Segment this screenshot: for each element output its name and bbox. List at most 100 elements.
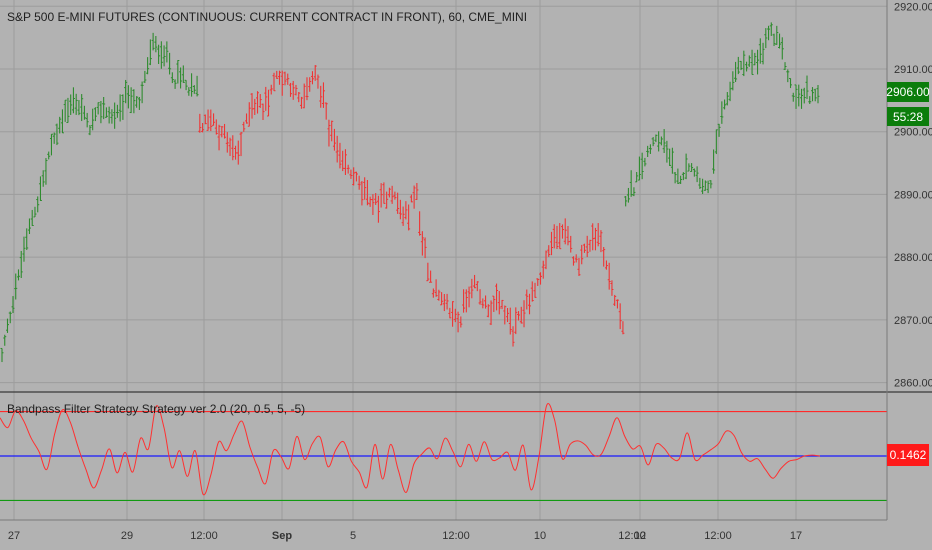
price-bar — [459, 316, 463, 328]
price-bar — [720, 101, 724, 124]
price-bar — [272, 72, 276, 92]
price-bar — [225, 132, 229, 153]
price-bar — [648, 144, 652, 154]
price-bar — [335, 135, 339, 163]
price-bar — [267, 89, 271, 117]
price-bar — [223, 123, 227, 139]
price-bar — [717, 123, 721, 137]
price-bar — [574, 254, 578, 263]
price-bar — [607, 262, 611, 290]
price-bar — [783, 62, 787, 70]
price-bar — [558, 223, 562, 250]
price-bar — [286, 73, 290, 85]
price-bar — [288, 82, 292, 97]
price-bar — [580, 244, 584, 265]
price-bar — [407, 204, 411, 231]
price-bar — [115, 104, 119, 118]
price-bar — [761, 42, 765, 65]
price-bar — [412, 185, 416, 209]
price-bar — [569, 235, 573, 253]
price-bar — [69, 94, 73, 115]
price-bar — [305, 77, 309, 101]
price-bar — [585, 235, 589, 258]
price-bar — [651, 137, 655, 147]
price-bar — [310, 71, 314, 85]
price-bar — [104, 107, 108, 118]
price-bar — [470, 278, 474, 299]
price-bar — [5, 318, 9, 333]
price-bar — [0, 347, 4, 363]
price-bar — [706, 180, 710, 194]
price-bar — [14, 273, 18, 300]
price-bar — [319, 85, 323, 108]
price-bar — [577, 257, 581, 276]
time-tick-label: 12:00 — [618, 530, 646, 542]
price-bar — [360, 181, 364, 206]
price-bar — [321, 82, 325, 108]
price-bar — [277, 70, 281, 85]
price-bar — [96, 102, 100, 115]
price-bar — [426, 262, 430, 282]
price-bar — [571, 256, 575, 266]
price-bar — [190, 73, 194, 97]
price-bar — [313, 65, 317, 81]
price-bar — [132, 89, 136, 114]
price-bar — [654, 134, 658, 143]
time-tick-label: 12:00 — [190, 530, 218, 542]
indicator-reference-lines — [0, 410, 887, 502]
price-bar — [772, 33, 776, 47]
price-bar — [767, 25, 771, 41]
time-tick-label: 5 — [350, 530, 356, 542]
price-bars — [0, 22, 820, 363]
price-bar — [36, 196, 40, 213]
price-bar — [220, 126, 224, 138]
last-price-badge: 2906.00 — [886, 82, 930, 102]
price-bar — [352, 167, 356, 186]
price-bar — [376, 195, 380, 223]
price-bar — [665, 140, 669, 163]
price-bar — [343, 149, 347, 176]
price-bar — [247, 102, 251, 127]
price-bar — [786, 69, 790, 83]
price-bar — [522, 300, 526, 328]
price-bar — [731, 71, 735, 91]
price-bar — [596, 223, 600, 247]
price-bar — [354, 171, 358, 182]
price-bar — [530, 281, 534, 302]
price-bar — [60, 109, 64, 134]
price-bar — [736, 56, 740, 75]
price-bar — [253, 98, 257, 116]
price-tick-label: 2870.00 — [894, 315, 932, 327]
price-bar — [66, 97, 70, 124]
price-bar — [484, 295, 488, 309]
price-bar — [495, 283, 499, 311]
price-bar — [184, 79, 188, 91]
price-bar — [646, 145, 650, 157]
price-bar — [703, 180, 707, 191]
price-bar — [404, 201, 408, 220]
price-bar — [363, 177, 367, 200]
price-bar — [467, 286, 471, 308]
indicator-value-badge: 0.1462 — [887, 444, 929, 466]
price-bar — [690, 163, 694, 172]
price-bar — [637, 156, 641, 181]
price-bar — [338, 142, 342, 169]
countdown-badge: 55:28 — [887, 107, 929, 126]
price-bar — [269, 84, 273, 95]
price-bar — [423, 237, 427, 259]
price-bar — [330, 120, 334, 142]
price-bar — [63, 99, 67, 122]
indicator-value: 0.1462 — [890, 448, 927, 462]
price-bar — [725, 92, 729, 106]
price-bar — [38, 176, 42, 201]
price-bar — [758, 38, 762, 64]
price-bar — [176, 60, 180, 84]
price-bar — [816, 85, 820, 104]
price-bar — [25, 228, 29, 250]
price-tick-label: 2880.00 — [894, 252, 932, 264]
price-bar — [187, 87, 191, 96]
time-tick-label: Sep — [272, 530, 292, 542]
price-bar — [74, 93, 78, 115]
